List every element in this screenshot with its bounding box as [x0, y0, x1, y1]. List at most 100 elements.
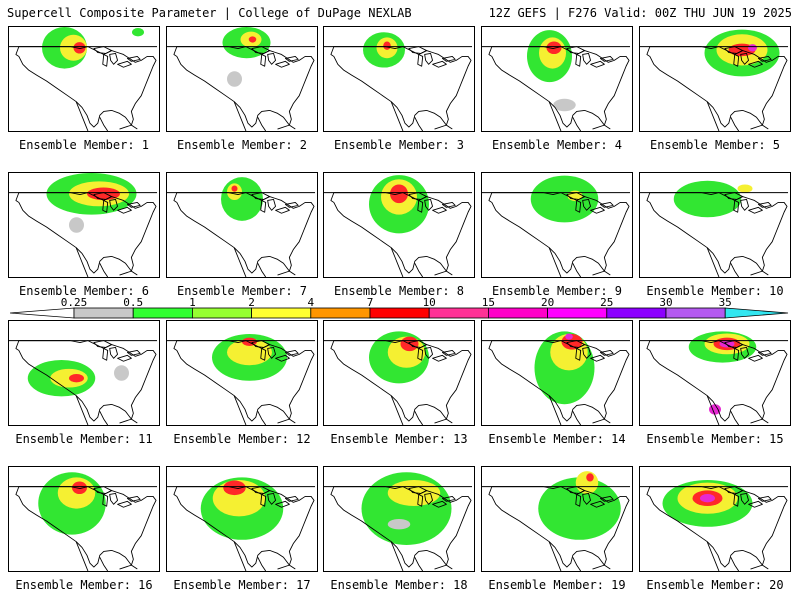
us-coastline [646, 340, 788, 422]
mexico-coastline [548, 101, 582, 131]
cuba-coastline [592, 124, 611, 130]
great-lake [441, 201, 456, 208]
scp-contour-green [132, 28, 144, 37]
conus-map [167, 334, 316, 425]
colorbar-tick-label: 2 [248, 298, 255, 309]
map-panel [166, 26, 318, 132]
great-lake [424, 199, 433, 211]
colorbar-tick-label: 1 [189, 298, 196, 309]
ensemble-member-label: Ensemble Member: 7 [176, 284, 308, 298]
great-lake [566, 486, 586, 494]
great-lake [267, 53, 276, 65]
great-lake [251, 340, 271, 348]
us-coastline [330, 192, 472, 274]
scp-contour-gray [553, 98, 576, 112]
great-lake [575, 348, 582, 361]
great-lake [757, 55, 772, 62]
cuba-coastline [750, 124, 769, 130]
great-lake [102, 200, 109, 213]
cuba-coastline [750, 270, 769, 276]
great-lake [432, 206, 447, 214]
great-lake [126, 495, 141, 502]
great-lake [284, 495, 299, 502]
map-panel [481, 320, 633, 426]
ensemble-member-label: Ensemble Member: 9 [491, 284, 623, 298]
colorbar-tick-label: 25 [600, 298, 613, 309]
us-coastline [173, 340, 315, 422]
great-lake [757, 201, 772, 208]
us-coastline [488, 486, 630, 568]
us-coastline [646, 46, 788, 128]
great-lake [267, 493, 276, 505]
colorbar-min-arrow [10, 307, 75, 319]
great-lake [733, 54, 740, 67]
mexico-coastline [548, 541, 582, 571]
colorbar-segment [606, 307, 667, 319]
great-lake [117, 500, 132, 508]
great-lake [575, 54, 582, 67]
ensemble-member-label: Ensemble Member: 4 [491, 138, 623, 152]
scp-contour-yellow [60, 34, 87, 61]
great-lake [590, 354, 605, 362]
conus-map [9, 27, 158, 131]
great-lake [251, 192, 271, 200]
conus-map [9, 340, 158, 425]
great-lake [724, 340, 744, 348]
us-coastline [173, 192, 315, 274]
map-panel [639, 172, 791, 278]
mexico-coastline [233, 101, 267, 131]
great-lake [275, 206, 290, 214]
great-lake [408, 46, 428, 54]
ensemble-member-label: Ensemble Member: 1 [18, 138, 150, 152]
scp-contour-yellow [227, 183, 242, 201]
scp-contour-red [73, 42, 86, 54]
ensemble-member-label: Ensemble Member: 13 [330, 432, 468, 446]
great-lake [757, 495, 772, 502]
ensemble-member-label: Ensemble Member: 11 [15, 432, 153, 446]
great-lake [590, 500, 605, 508]
map-panel [8, 320, 160, 426]
colorbar-segment [310, 307, 371, 319]
cuba-coastline [750, 564, 769, 570]
great-lake [93, 340, 113, 348]
great-lake [740, 347, 749, 359]
colorbar-segment [665, 307, 726, 319]
us-coastline [646, 192, 788, 274]
great-lake [109, 347, 118, 359]
colorbar-tick-label: 10 [423, 298, 436, 309]
mexico-coastline [390, 247, 424, 277]
great-lake [441, 349, 456, 356]
colorbar-segment [251, 307, 312, 319]
great-lake [251, 486, 271, 494]
cuba-coastline [119, 270, 138, 276]
great-lake [102, 348, 109, 361]
great-lake [740, 199, 749, 211]
us-coastline [330, 340, 472, 422]
great-lake [582, 199, 591, 211]
great-lake [424, 53, 433, 65]
conus-map [482, 471, 631, 571]
cuba-coastline [119, 564, 138, 570]
great-lake [575, 494, 582, 507]
great-lake [575, 200, 582, 213]
map-panel [481, 172, 633, 278]
us-coastline [330, 486, 472, 568]
great-lake [724, 46, 744, 54]
us-coastline [488, 192, 630, 274]
scp-contour-gray [387, 519, 411, 530]
cuba-coastline [592, 270, 611, 276]
conus-map [640, 29, 789, 131]
conus-map [640, 331, 789, 425]
ensemble-member-label: Ensemble Member: 17 [173, 578, 311, 592]
ensemble-member-label: Ensemble Member: 18 [330, 578, 468, 592]
mexico-coastline [706, 395, 740, 425]
map-panel [8, 26, 160, 132]
great-lake [424, 493, 433, 505]
conus-map [9, 472, 158, 571]
great-lake [260, 54, 267, 67]
great-lake [267, 199, 276, 211]
great-lake [275, 354, 290, 362]
scp-contour-red [87, 187, 120, 201]
great-lake [748, 206, 763, 214]
great-lake [260, 200, 267, 213]
